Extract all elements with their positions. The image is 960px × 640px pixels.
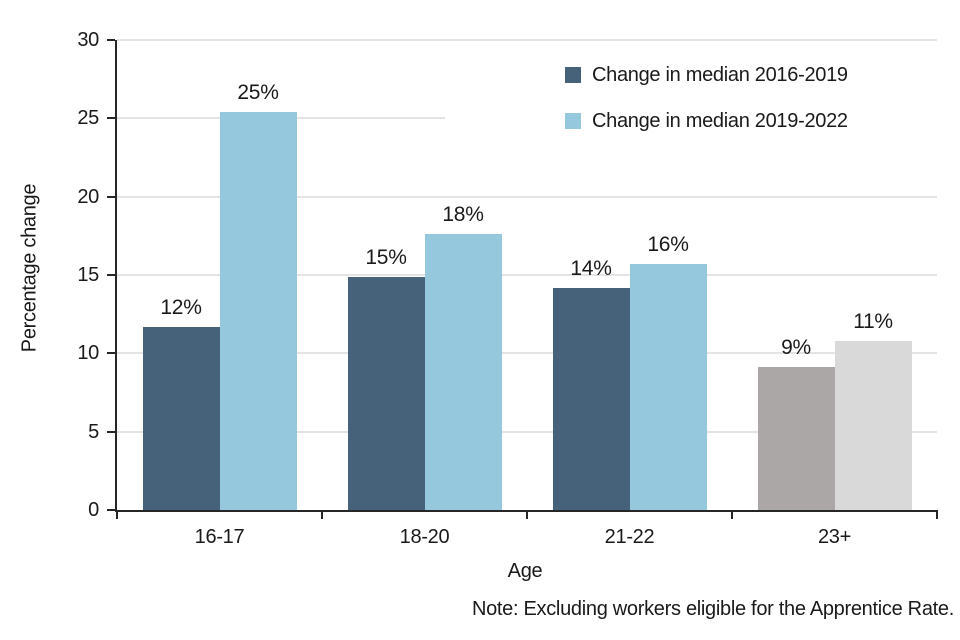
bar-group-18-20: 15% 18% 18-20 bbox=[322, 40, 527, 548]
legend-label: Change in median 2016-2019 bbox=[592, 64, 848, 86]
bar-value-label: 15% bbox=[365, 245, 407, 269]
gridline-15 bbox=[117, 274, 937, 276]
y-axis-title: Percentage change bbox=[18, 183, 41, 353]
x-category-label-18-20: 18-20 bbox=[399, 526, 450, 548]
x-tick-0 bbox=[116, 510, 118, 519]
y-tick-label-10: 10 bbox=[77, 342, 99, 365]
gridline-20 bbox=[117, 195, 937, 198]
x-axis-title: Age bbox=[507, 560, 543, 582]
y-tick-25 bbox=[107, 117, 115, 120]
gridline-10 bbox=[117, 352, 937, 355]
x-tick-1 bbox=[321, 510, 323, 519]
bar-18-20-series-1: 15% bbox=[347, 246, 425, 510]
bar-23+-series-1: 9% bbox=[757, 336, 835, 510]
bar-value-label: 25% bbox=[237, 81, 279, 105]
y-tick-label-30: 30 bbox=[77, 29, 99, 51]
legend-swatch-2019-2022-icon bbox=[565, 113, 581, 129]
y-tick-label-5: 5 bbox=[88, 420, 99, 443]
bar-value-label: 14% bbox=[570, 256, 612, 280]
bar-23+-series-2: 11% bbox=[834, 310, 912, 510]
x-category-label-21-22: 21-22 bbox=[604, 526, 655, 548]
bar-21-22-series-1: 14% bbox=[552, 257, 630, 510]
bar-value-label: 18% bbox=[442, 203, 484, 227]
y-tick-label-25: 25 bbox=[77, 107, 99, 130]
gridline-30 bbox=[117, 39, 937, 41]
plot-area: 0 5 10 15 20 25 30 12% 25% 16-17 15% 18% 18-20 14% 16%… bbox=[77, 29, 938, 548]
legend-entry-2016-2019: Change in median 2016-2019 bbox=[565, 64, 950, 86]
x-tick-4 bbox=[936, 510, 938, 519]
y-tick-30 bbox=[107, 39, 115, 41]
bar-value-label: 9% bbox=[781, 336, 811, 360]
y-tick-20 bbox=[107, 195, 115, 198]
legend: Change in median 2016-2019 Change in med… bbox=[445, 50, 950, 146]
bar-value-label: 11% bbox=[853, 309, 893, 333]
bar-18-20-series-2: 18% bbox=[424, 203, 502, 510]
legend-swatch-2016-2019-icon bbox=[565, 67, 581, 83]
gridline-5 bbox=[117, 430, 937, 433]
legend-entry-2019-2022: Change in median 2019-2022 bbox=[565, 110, 950, 132]
bar-group-21-22: 14% 16% 21-22 bbox=[527, 40, 732, 548]
y-tick-label-15: 15 bbox=[77, 264, 99, 286]
y-tick-5 bbox=[107, 430, 115, 433]
y-tick-10 bbox=[107, 352, 115, 355]
x-category-label-23+: 23+ bbox=[817, 526, 852, 548]
bar-group-16-17: 12% 25% 16-17 bbox=[117, 40, 322, 548]
bar-16-17-series-1: 12% bbox=[142, 296, 220, 510]
bar-16-17-series-2: 25% bbox=[219, 81, 297, 510]
footnote: Note: Excluding workers eligible for the… bbox=[471, 598, 954, 620]
y-tick-0 bbox=[107, 509, 115, 511]
y-tick-label-0: 0 bbox=[88, 499, 99, 521]
y-tick-15 bbox=[107, 274, 115, 276]
x-tick-2 bbox=[526, 510, 528, 519]
legend-label: Change in median 2019-2022 bbox=[592, 110, 848, 132]
bar-21-22-series-2: 16% bbox=[629, 233, 707, 510]
bar-value-label: 12% bbox=[160, 295, 202, 319]
bar-group-23+: 9% 11% 23+ bbox=[732, 40, 937, 548]
x-tick-3 bbox=[731, 510, 733, 519]
bar-value-label: 16% bbox=[647, 233, 689, 256]
x-category-label-16-17: 16-17 bbox=[194, 526, 245, 548]
y-tick-label-20: 20 bbox=[77, 185, 99, 208]
